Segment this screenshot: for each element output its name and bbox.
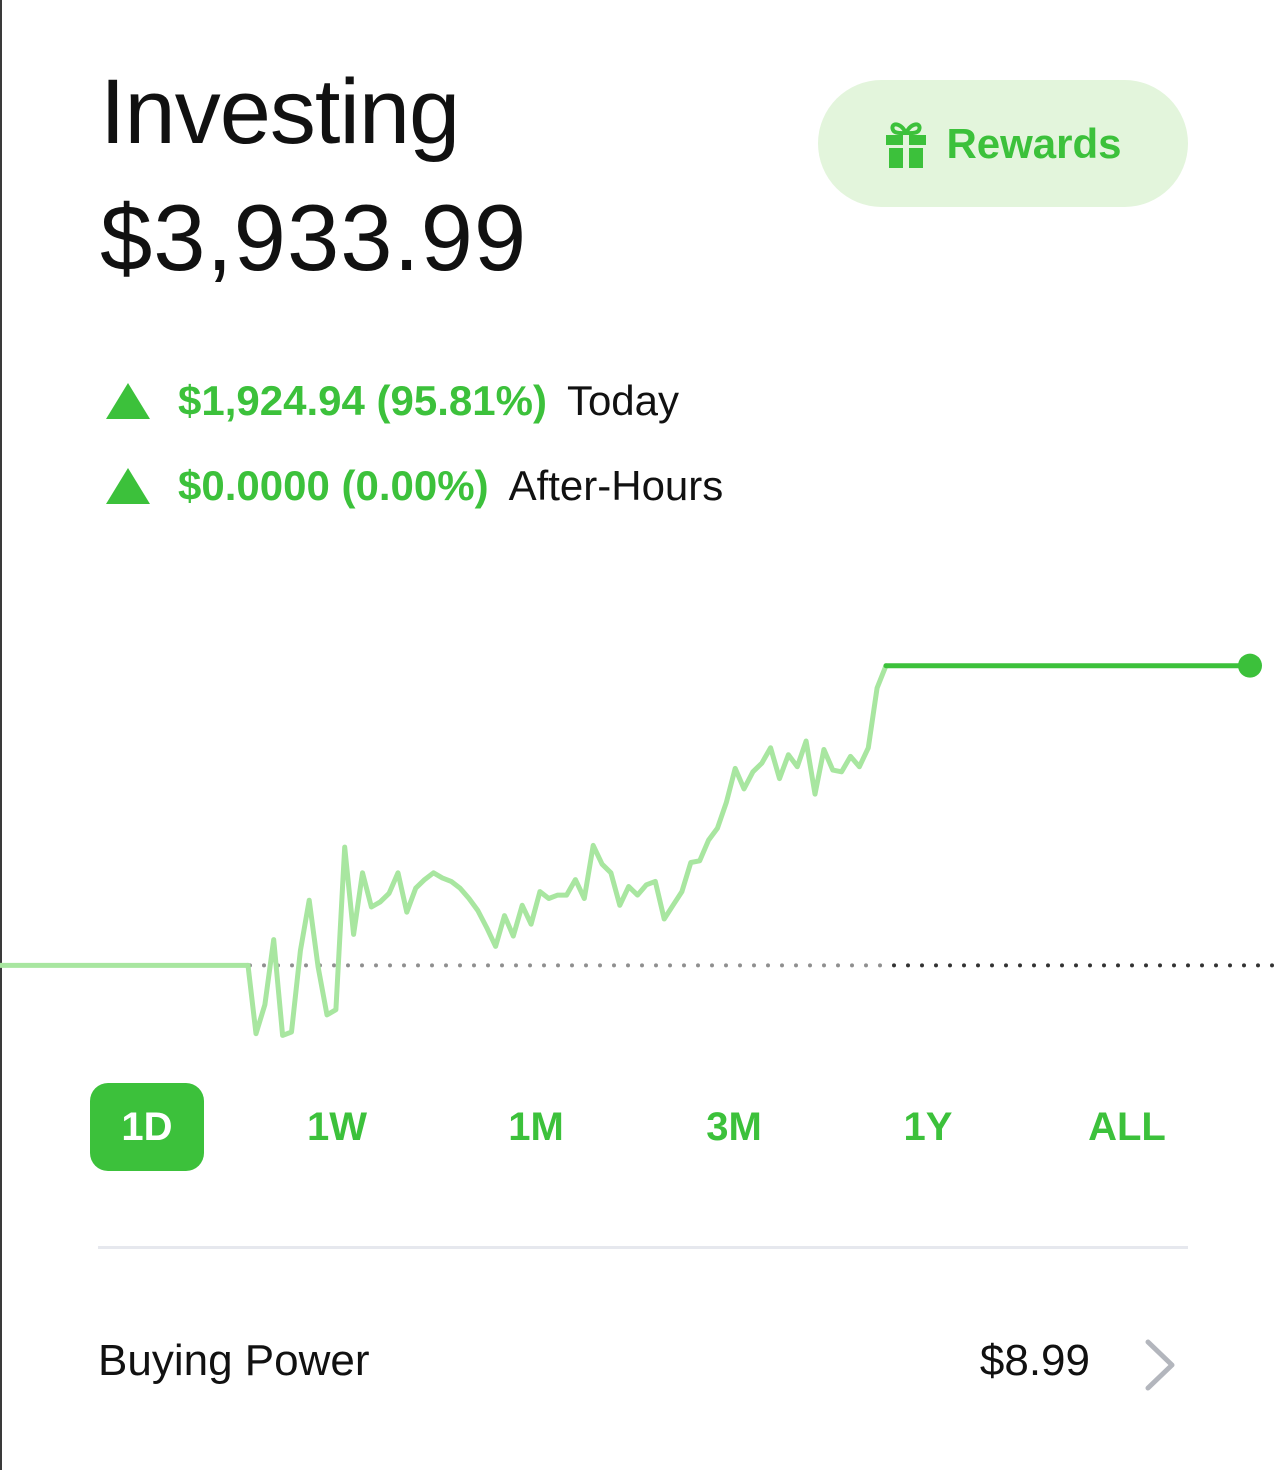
range-tab-3m[interactable]: 3M: [706, 1105, 762, 1149]
portfolio-balance: $3,933.99: [100, 185, 528, 290]
chart-end-dot: [1238, 653, 1262, 678]
triangle-up-icon: [106, 468, 150, 504]
after-hours-change-label: After-Hours: [508, 462, 724, 509]
chevron-right-icon: [1145, 1339, 1175, 1391]
today-change: $1,924.94 (95.81%) Today: [104, 371, 679, 431]
today-change-label: Today: [566, 377, 680, 424]
portfolio-chart[interactable]: [0, 620, 1284, 1040]
rewards-button[interactable]: Rewards: [818, 80, 1188, 207]
rewards-label: Rewards: [946, 119, 1122, 167]
chart-line-intraday: [245, 663, 889, 1038]
buying-power-value: $8.99: [979, 1336, 1090, 1385]
screen-edge: [0, 0, 2, 1470]
today-change-amount: $1,924.94 (95.81%): [178, 377, 547, 424]
range-tab-1m[interactable]: 1M: [508, 1105, 564, 1149]
previous-close-line-fade: [250, 959, 890, 972]
triangle-up-icon: [106, 383, 150, 419]
section-divider: [98, 1246, 1188, 1249]
gift-icon: [886, 121, 927, 168]
range-tab-1d[interactable]: 1D: [90, 1083, 204, 1171]
buying-power-row[interactable]: Buying Power $8.99: [98, 1320, 1188, 1410]
page-title: Investing: [100, 61, 460, 163]
range-selector: 1D 1W 1M 3M 1Y ALL: [90, 1083, 1200, 1171]
after-hours-change-amount: $0.0000 (0.00%): [178, 462, 489, 509]
range-tab-1w[interactable]: 1W: [307, 1105, 367, 1149]
buying-power-label: Buying Power: [98, 1336, 370, 1385]
after-hours-change: $0.0000 (0.00%) After-Hours: [104, 456, 723, 516]
range-tab-1y[interactable]: 1Y: [903, 1105, 953, 1149]
range-tab-all[interactable]: ALL: [1088, 1105, 1166, 1149]
